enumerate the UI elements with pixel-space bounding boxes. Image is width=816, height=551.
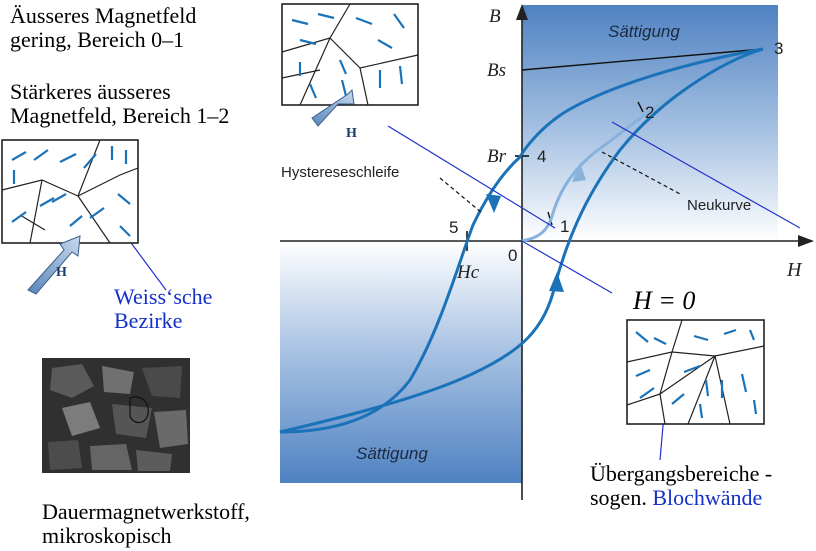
- domain-box-zero-field-arrows: [635, 328, 758, 419]
- caption-permanent-line2: mikroskopisch: [42, 523, 172, 548]
- bs-label: Bs: [487, 60, 506, 81]
- hc-label: Hc: [456, 262, 480, 283]
- point-label-3: 3: [774, 39, 783, 58]
- domain-box-strong-field: [1, 139, 139, 244]
- x-axis-label: H: [786, 259, 803, 281]
- y-axis-arrowhead: [516, 4, 528, 20]
- br-label: Br: [487, 146, 507, 167]
- field-arrow-weak: [311, 88, 355, 127]
- caption-weak-field-line2: gering, Bereich 0–1: [10, 27, 185, 52]
- hysteresis-pointer-line: [439, 177, 483, 214]
- caption-weak-field-line1: Äusseres Magnetfeld: [10, 3, 197, 28]
- field-arrow-strong: [27, 235, 81, 295]
- caption-strong-field-line1: Stärkeres äusseres: [10, 79, 171, 104]
- hysteresis-arrow-down: [486, 194, 501, 213]
- origin-label: 0: [508, 246, 517, 265]
- caption-permanent-line1: Dauermagnetwerkstoff,: [42, 499, 250, 524]
- point-label-4: 4: [537, 147, 546, 166]
- domain-box-strong-field-arrows: [11, 146, 131, 237]
- neukurve-label: Neukurve: [687, 197, 751, 214]
- point-label-1: 1: [560, 217, 569, 236]
- annotation-line-strong-field: [611, 121, 801, 229]
- caption-weiss-line1: Weiss‘sche: [114, 284, 213, 309]
- saturation-region-bottom: [280, 241, 522, 483]
- point-label-2: 2: [645, 103, 654, 122]
- annotation-line-h-zero: [521, 240, 613, 294]
- field-label-weak: H⃗: [346, 126, 368, 141]
- caption-transition-line2: sogen. Blochwände: [590, 486, 772, 510]
- domain-box-weak-field: [281, 3, 419, 106]
- y-axis-label: B: [489, 6, 501, 27]
- caption-weiss-line2: Bezirke: [114, 308, 183, 333]
- caption-strong-field-line2: Magnetfeld, Bereich 1–2: [10, 103, 230, 128]
- field-label-strong: H⃗: [56, 265, 78, 280]
- saturation-region-top: [522, 5, 778, 241]
- annotation-line-weak-field: [387, 125, 556, 229]
- hysteresis-label: Hystereseschleife: [281, 164, 399, 181]
- domain-box-weak-field-arrows: [291, 12, 405, 99]
- caption-transition-prefix: sogen.: [590, 485, 647, 510]
- caption-transition-bloch: Blochwände: [652, 485, 763, 510]
- tick-2: [637, 101, 644, 113]
- point-label-5: 5: [449, 218, 458, 237]
- saturation-label-bottom: Sättigung: [356, 444, 428, 463]
- neukurve-arrow: [572, 163, 586, 182]
- neukurve-pointer-line: [601, 151, 683, 196]
- saturation-label-top: Sättigung: [608, 22, 680, 41]
- x-axis-arrowhead: [798, 235, 814, 247]
- caption-transition-line1: Übergangsbereiche -: [590, 461, 773, 486]
- bs-line: [521, 48, 764, 71]
- caption-h-zero: H = 0: [633, 286, 696, 315]
- microscope-image: [42, 358, 190, 473]
- hysteresis-arrow-up: [549, 272, 564, 292]
